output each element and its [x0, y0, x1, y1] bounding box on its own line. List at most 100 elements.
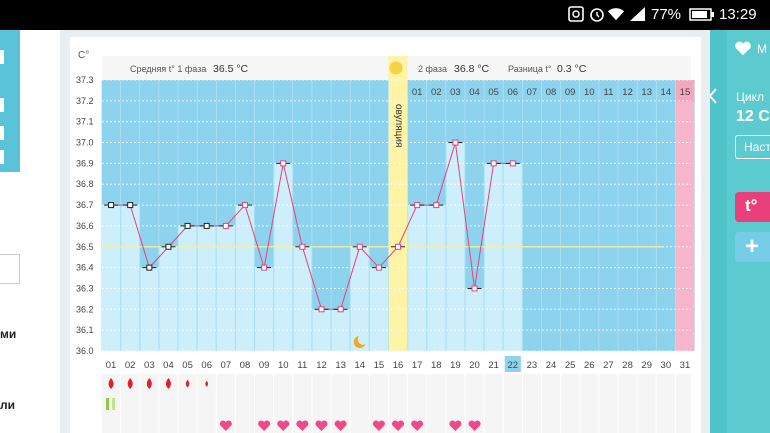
temperature-point	[356, 243, 363, 250]
x-day-label: 21	[488, 360, 499, 371]
value-column	[235, 205, 255, 351]
left-panel-strip	[0, 30, 20, 172]
value-column	[121, 205, 140, 351]
x-day-label: 30	[661, 360, 672, 371]
cycle-day-label: 11	[604, 87, 614, 98]
cycle-day-label: 07	[527, 87, 538, 98]
temperature-point	[222, 222, 229, 229]
left-strip-mark	[0, 126, 4, 140]
collapse-arrow-icon[interactable]	[708, 88, 718, 104]
temperature-point	[184, 222, 191, 229]
temperature-point	[203, 222, 210, 229]
x-day-label: 14	[354, 360, 365, 371]
y-tick-label: 36.9	[76, 158, 94, 168]
x-day-label: 04	[163, 360, 174, 371]
cycle-day-label: 14	[661, 87, 672, 98]
temperature-point	[127, 202, 134, 209]
bleeding-drop-icon	[127, 378, 133, 389]
cycle-day-label: 03	[450, 87, 461, 98]
cycle-label: Цикл	[736, 90, 764, 104]
diff-value: 0.3 °C	[557, 63, 587, 75]
bleeding-drop-icon	[205, 380, 209, 387]
value-column	[102, 205, 121, 351]
today-highlight	[504, 356, 521, 372]
x-day-label: 19	[450, 360, 461, 371]
x-day-label: 24	[546, 360, 557, 371]
value-column	[350, 246, 369, 351]
x-day-label: 15	[374, 360, 385, 371]
signal-icon	[630, 7, 645, 21]
add-entry-button[interactable]: +	[735, 232, 770, 262]
cycle-value: 12 С	[736, 108, 770, 125]
x-day-label: 23	[527, 360, 538, 371]
value-column	[293, 246, 312, 351]
temperature-point	[490, 160, 497, 167]
temperature-point	[471, 285, 478, 292]
cycle-day-label: 08	[546, 87, 557, 98]
temperature-line	[111, 142, 513, 310]
bleeding-drop-icon	[146, 378, 152, 389]
heart-icon	[219, 420, 232, 431]
x-day-label: 25	[565, 360, 576, 371]
x-day-label: 06	[201, 360, 212, 371]
heart-icon	[449, 420, 462, 431]
left-partial-input[interactable]	[0, 254, 20, 284]
x-day-label: 18	[431, 360, 442, 371]
phase1-value: 36.5 °C	[213, 63, 249, 75]
cycle-day-label: 04	[469, 87, 480, 98]
temperature-point	[509, 160, 516, 167]
temperature-point	[241, 202, 248, 209]
x-day-label: 10	[278, 360, 289, 371]
battery-icon	[689, 8, 714, 21]
value-column	[484, 163, 503, 351]
value-column	[312, 309, 331, 351]
clock: 13:29	[719, 6, 757, 23]
left-strip-mark	[0, 150, 4, 164]
y-tick-label: 36.2	[76, 304, 94, 314]
heart-icon[interactable]	[734, 40, 752, 58]
pill-icon	[112, 398, 116, 410]
temperature-point	[261, 264, 268, 271]
phase2-label: 2 фаза	[418, 64, 447, 74]
y-tick-label: 37.1	[76, 117, 94, 127]
x-day-label: 12	[316, 360, 327, 371]
left-strip-mark	[0, 50, 4, 64]
y-tick-label: 36.6	[76, 221, 94, 231]
x-day-label: 09	[259, 360, 270, 371]
cycle-day-label: 06	[508, 87, 519, 98]
settings-button[interactable]: Наст	[735, 135, 770, 159]
chart-header: C° Средняя t° 1 фаза 36.5 °C 2 фаза 36.8…	[78, 50, 587, 147]
x-day-label: 26	[584, 360, 595, 371]
chart-series-layer	[102, 139, 664, 313]
x-day-label: 29	[641, 360, 652, 371]
value-column	[408, 205, 427, 351]
value-column	[159, 246, 178, 351]
x-day-label: 01	[106, 360, 117, 371]
temperature-point	[395, 243, 402, 250]
x-day-label: 03	[144, 360, 155, 371]
temperature-point	[146, 264, 153, 271]
x-day-label: 05	[182, 360, 193, 371]
y-tick-label: 36.0	[76, 346, 94, 356]
bleeding-drop-icon	[108, 378, 114, 389]
x-day-label: 07	[221, 360, 232, 371]
left-partial-label: ли	[0, 398, 15, 412]
heart-icon	[468, 420, 481, 431]
chart-labels-layer: 37.3 37.2 37.1 37.0 36.9 36.8 36.7 36.6 36.5 36.4…	[76, 75, 690, 431]
temperature-point	[165, 243, 172, 250]
ovulation-label: овуляция	[393, 104, 404, 147]
bleeding-drop-icon	[185, 379, 190, 388]
heart-icon	[258, 420, 271, 431]
temperature-point	[337, 306, 344, 313]
heart-icon	[392, 420, 405, 431]
x-day-label: 17	[412, 360, 423, 371]
y-tick-label: 37.3	[76, 75, 94, 85]
pill-icon	[106, 398, 110, 410]
value-column	[465, 288, 484, 351]
right-panel-card	[727, 30, 770, 433]
x-day-label: 02	[125, 360, 136, 371]
temperature-point	[318, 306, 325, 313]
add-temperature-button[interactable]: t°	[735, 192, 770, 222]
x-day-label: 08	[240, 360, 251, 371]
